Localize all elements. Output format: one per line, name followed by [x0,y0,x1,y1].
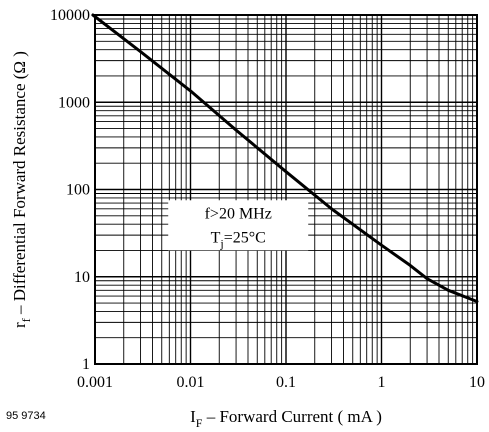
y-axis-subscript: f [19,318,33,322]
x-tick-label: 1 [378,374,386,391]
plot-frame [94,14,478,365]
y-axis-symbol: r [10,322,29,328]
y-tick-labels: 1 10 100 1000 10000 [50,7,90,373]
x-tick-label: 0.001 [77,374,113,391]
annotation-temp-symbol: T [211,229,221,246]
y-tick-label: 100 [66,182,90,199]
y-tick-label: 1 [82,356,90,373]
x-tick-labels: 0.001 0.01 0.1 1 10 [77,374,485,391]
series-layer [91,13,479,303]
x-tick-label: 0.01 [177,374,205,391]
annotation-box [168,200,309,251]
y-axis-rest: – Differential Forward Resistance (Ω ) [10,51,29,318]
y-tick-label: 1000 [58,94,90,111]
x-axis-symbol: I [190,407,196,426]
annotation-frequency: f>20 MHz [205,205,272,222]
figure-id: 95 9734 [6,410,46,422]
grid-lines [94,15,477,365]
annotation-temp-value: =25°C [224,229,266,246]
annotation-temp-subscript: j [219,236,223,250]
y-axis-title: rf – Differential Forward Resistance (Ω … [10,51,33,328]
x-tick-label: 0.1 [276,374,296,391]
annotation-temperature: Tj=25°C [211,229,266,250]
x-axis-rest: – Forward Current ( mA ) [202,407,381,426]
y-tick-label: 10 [74,269,90,286]
y-tick-label: 10000 [50,7,90,24]
series-line [91,13,479,303]
x-axis-subscript: F [196,416,203,430]
x-tick-label: 10 [469,374,485,391]
x-axis-title: IF – Forward Current ( mA ) [190,407,382,430]
annotation: f>20 MHz Tj=25°C [168,200,309,251]
